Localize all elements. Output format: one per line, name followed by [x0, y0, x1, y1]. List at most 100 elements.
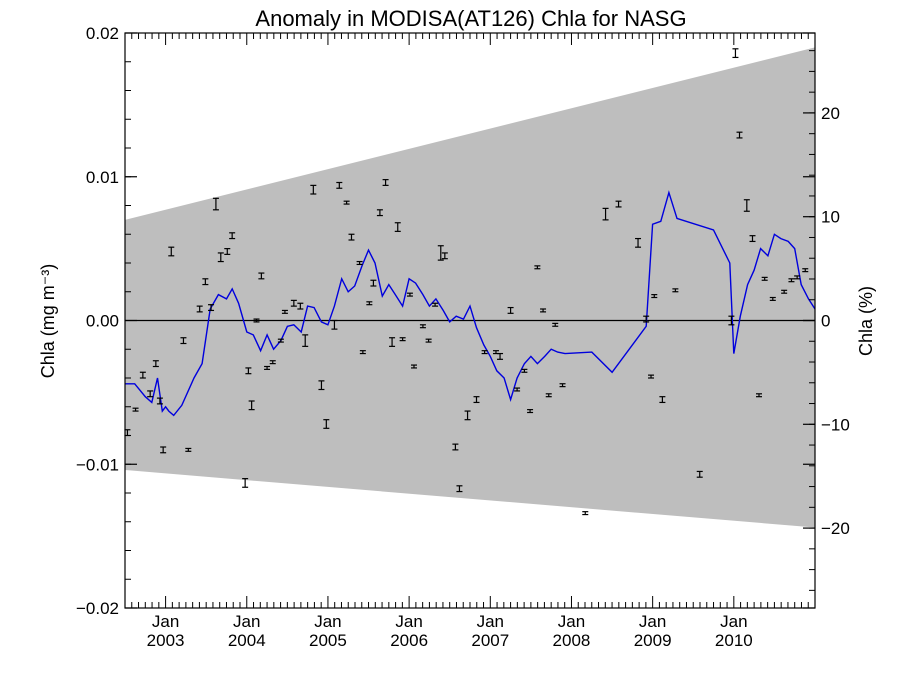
errorbar-point — [672, 288, 679, 293]
errorbar-point — [370, 279, 377, 287]
errorbar-point — [336, 181, 343, 189]
errorbar-point — [582, 511, 589, 516]
errorbar-point — [229, 232, 236, 240]
errorbar-point — [425, 338, 432, 343]
errorbar-point — [755, 393, 762, 398]
errorbar-point — [302, 334, 309, 347]
uncertainty-band — [125, 47, 815, 528]
errorbar-point — [728, 315, 735, 326]
errorbar-point — [310, 184, 317, 195]
errorbar-point — [399, 337, 406, 342]
errorbar-point — [356, 260, 363, 266]
errorbar-point — [743, 199, 750, 212]
errorbar-point — [245, 367, 252, 375]
errorbar-point — [168, 246, 175, 257]
errorbar-point — [473, 396, 480, 404]
y-left-tick-label: 0.01 — [86, 168, 119, 187]
errorbar-point — [749, 235, 756, 243]
y-left-tick-label: −0.01 — [76, 455, 119, 474]
errorbar-point — [382, 179, 389, 186]
errorbar-point — [253, 318, 260, 323]
errorbar-point — [497, 352, 504, 360]
x-tick-label-month: Jan — [233, 612, 260, 631]
errorbar-point — [527, 409, 534, 414]
x-tick-label-month: Jan — [558, 612, 585, 631]
errorbar-point — [348, 233, 355, 241]
x-tick-label-year: 2009 — [634, 631, 672, 650]
y-right-tick-label: 0 — [821, 312, 830, 331]
errorbar-point — [139, 371, 146, 379]
y-right-tick-label: −10 — [821, 415, 850, 434]
x-tick-label-month: Jan — [720, 612, 747, 631]
y-left-tick-label: 0.00 — [86, 312, 119, 331]
x-tick-label-month: Jan — [152, 612, 179, 631]
chart-title: Anomaly in MODISA(AT126) Chla for NASG — [255, 6, 686, 31]
errorbar-point — [217, 252, 224, 263]
x-tick-label-year: 2004 — [228, 631, 266, 650]
errorbar-point — [202, 278, 209, 286]
errorbar-point — [406, 292, 413, 297]
errorbar-point — [769, 296, 776, 301]
x-tick-label-year: 2005 — [309, 631, 347, 650]
y-right-tick-label: −20 — [821, 519, 850, 538]
errorbar-point — [248, 400, 255, 411]
errorbar-point — [794, 275, 801, 280]
errorbar-point — [318, 380, 325, 391]
errorbar-point — [277, 338, 284, 343]
errorbar-point — [802, 268, 809, 273]
errorbar-point — [419, 324, 426, 329]
errorbar-point — [331, 319, 338, 330]
errorbar-point — [540, 308, 547, 313]
errorbar-point — [343, 200, 350, 205]
errorbar-point — [788, 278, 795, 283]
errorbar-point — [290, 299, 297, 307]
errorbar-point — [602, 207, 609, 221]
errorbar-point — [185, 447, 192, 452]
errorbar-point — [761, 276, 768, 281]
errorbar-point — [521, 368, 528, 373]
y-axis-label-right: Chla (%) — [856, 286, 876, 356]
errorbar-point — [281, 309, 288, 314]
x-tick-label-month: Jan — [639, 612, 666, 631]
x-tick-label-year: 2003 — [147, 631, 185, 650]
errorbar-point — [437, 245, 444, 261]
errorbar-point — [297, 302, 304, 310]
errorbar-point — [456, 485, 463, 493]
errorbar-point — [452, 443, 459, 451]
errorbar-point — [156, 397, 163, 405]
errorbar-point — [208, 304, 215, 312]
y-left-tick-label: −0.02 — [76, 599, 119, 618]
errorbar-point — [514, 387, 521, 392]
errorbar-point — [160, 446, 167, 454]
errorbar-point — [441, 252, 448, 260]
errorbar-point — [545, 393, 552, 398]
y-axis-label-left: Chla (mg m⁻³) — [38, 264, 58, 379]
y-right-tick-label: 20 — [821, 104, 840, 123]
y-right-tick-label: 10 — [821, 208, 840, 227]
x-tick-label-year: 2008 — [553, 631, 591, 650]
errorbar-point — [410, 364, 417, 369]
y-left-tick-label: 0.02 — [86, 24, 119, 43]
errorbar-point — [242, 478, 249, 488]
errorbar-point — [464, 410, 471, 421]
errorbar-point — [659, 396, 666, 404]
errorbar-point — [507, 306, 514, 314]
errorbar-point — [212, 197, 219, 211]
errorbar-point — [696, 470, 703, 478]
errorbar-point — [366, 301, 373, 306]
errorbar-point — [648, 374, 655, 379]
x-tick-label-year: 2007 — [471, 631, 509, 650]
errorbar-point — [781, 289, 788, 294]
errorbar-point — [359, 350, 366, 355]
errorbar-point — [481, 350, 488, 355]
errorbar-point — [196, 305, 203, 313]
y-axis-left-ticks: 0.02 0.01 0.00 −0.01 −0.02 — [76, 24, 815, 618]
errorbar-point — [269, 360, 276, 365]
errorbar-point — [389, 337, 396, 347]
errorbar-point — [615, 200, 622, 208]
errorbar-point — [376, 209, 383, 217]
errorbar-point — [736, 131, 743, 139]
errorbar-point — [147, 390, 154, 398]
anomaly-line — [125, 190, 816, 417]
